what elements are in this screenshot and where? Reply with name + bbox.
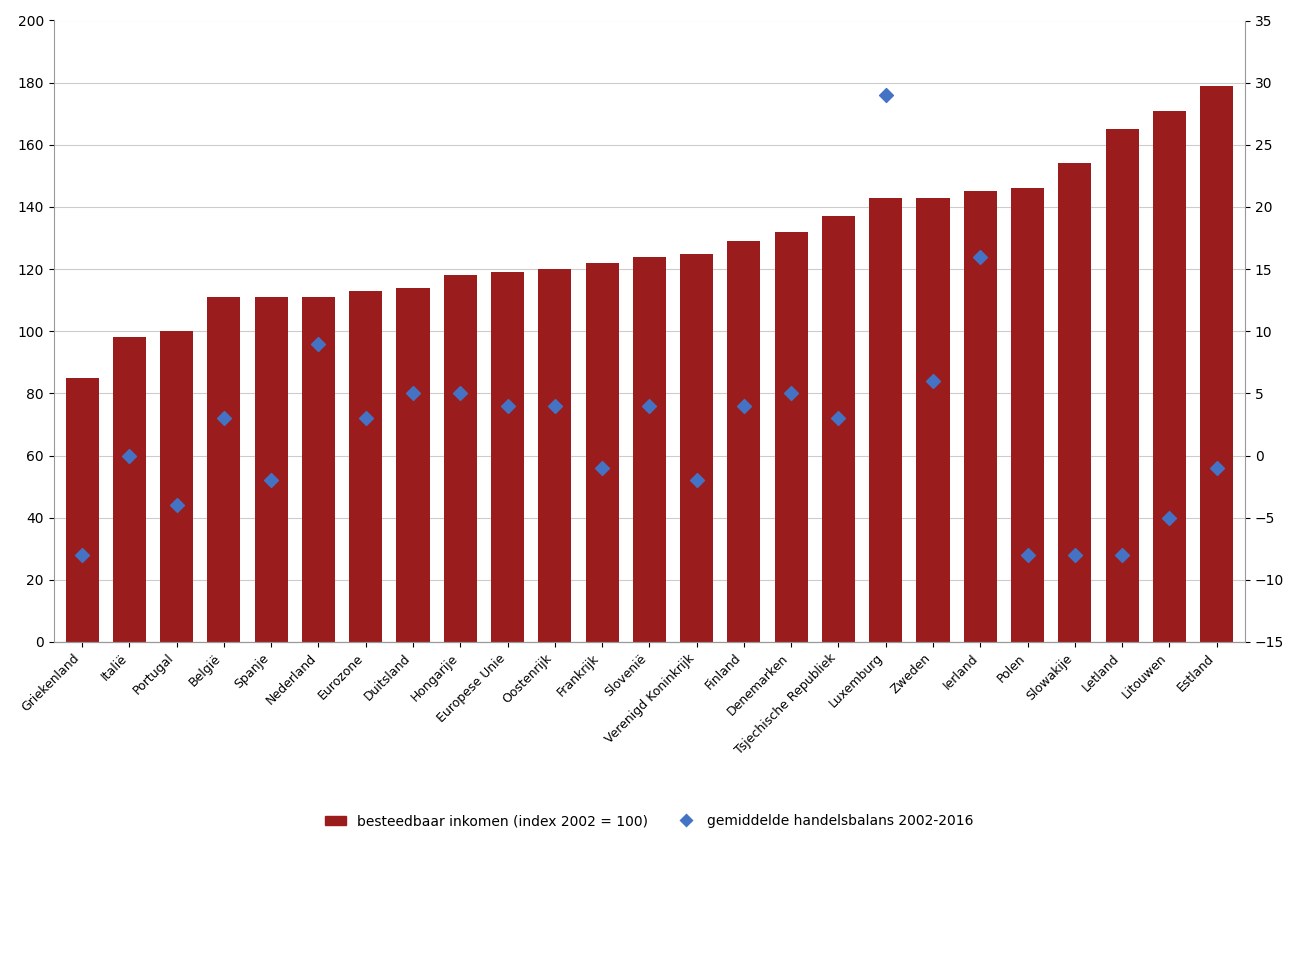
Bar — [964, 191, 996, 642]
Point — [356, 410, 377, 426]
Point — [1064, 547, 1085, 563]
Point — [1112, 547, 1133, 563]
Bar — [113, 338, 145, 642]
Bar — [1105, 129, 1139, 642]
Bar — [491, 272, 523, 642]
Bar — [727, 241, 760, 642]
Point — [213, 410, 234, 426]
Bar — [633, 257, 666, 642]
Point — [449, 386, 470, 401]
Bar — [917, 198, 950, 642]
Bar — [681, 254, 713, 642]
Bar — [301, 297, 335, 642]
Point — [592, 460, 613, 476]
Point — [71, 547, 92, 563]
Point — [639, 399, 660, 414]
Bar — [1059, 163, 1091, 642]
Point — [1207, 460, 1228, 476]
Bar — [396, 288, 430, 642]
Point — [1159, 510, 1179, 525]
Bar — [1011, 188, 1044, 642]
Point — [781, 386, 801, 401]
Point — [1017, 547, 1038, 563]
Bar — [774, 232, 808, 642]
Bar — [869, 198, 903, 642]
Bar — [65, 378, 99, 642]
Point — [308, 336, 329, 351]
Bar — [586, 262, 618, 642]
Point — [922, 373, 943, 389]
Bar — [1200, 86, 1233, 642]
Bar — [1152, 111, 1186, 642]
Point — [876, 88, 896, 103]
Point — [403, 386, 423, 401]
Bar — [255, 297, 287, 642]
Point — [261, 473, 282, 488]
Point — [498, 399, 518, 414]
Point — [827, 410, 848, 426]
Bar — [208, 297, 240, 642]
Point — [970, 249, 991, 264]
Bar — [160, 331, 194, 642]
Bar — [538, 269, 572, 642]
Bar — [349, 290, 382, 642]
Point — [120, 448, 140, 463]
Point — [166, 498, 187, 513]
Bar — [444, 275, 477, 642]
Point — [734, 399, 755, 414]
Bar — [822, 216, 855, 642]
Point — [686, 473, 707, 488]
Point — [544, 399, 565, 414]
Legend: besteedbaar inkomen (index 2002 = 100), gemiddelde handelsbalans 2002-2016: besteedbaar inkomen (index 2002 = 100), … — [320, 809, 979, 834]
